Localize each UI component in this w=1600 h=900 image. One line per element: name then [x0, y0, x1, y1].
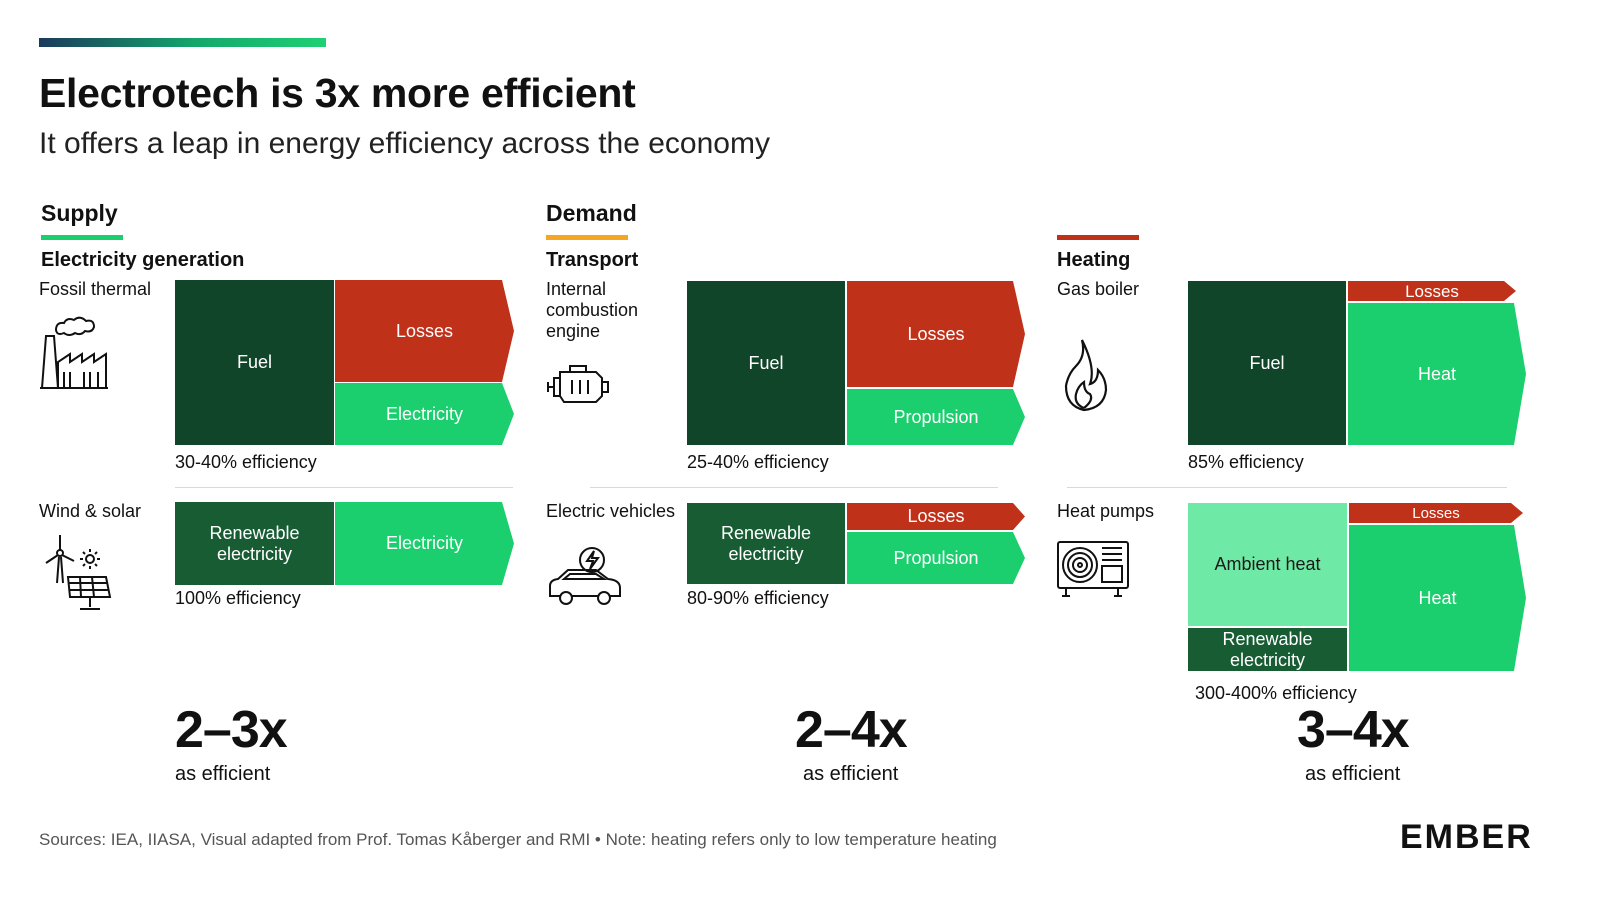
- heating-multiplier: 3–4x: [1297, 701, 1410, 759]
- transport-multiplier-caption: as efficient: [803, 763, 899, 785]
- fossil-efficiency: 30-40% efficiency: [175, 452, 317, 472]
- ice-fuel-block: Fuel: [687, 281, 845, 445]
- heat-pumps-label: Heat pumps: [1057, 501, 1155, 521]
- heating-divider: [1067, 487, 1507, 488]
- heating-subheading: Heating: [1057, 249, 1131, 271]
- page-title: Electrotech is 3x more efficient: [39, 70, 636, 116]
- factory-icon: [40, 316, 108, 389]
- supply-divider: [175, 487, 513, 488]
- ev-propulsion-block: Propulsion: [847, 532, 1025, 584]
- renewable-efficiency: 100% efficiency: [175, 588, 301, 608]
- ev-efficiency: 80-90% efficiency: [687, 588, 829, 608]
- top-accent-bar: [39, 38, 326, 47]
- heatpump-ambient-block: Ambient heat: [1188, 503, 1347, 626]
- heatpump-heat-block: Heat: [1349, 525, 1526, 671]
- gas-boiler-label: Gas boiler: [1057, 279, 1140, 299]
- supply-underline: [41, 235, 123, 240]
- transport-underline: [546, 235, 628, 240]
- heatpump-electricity-block: Renewable electricity: [1188, 628, 1347, 671]
- heating-underline: [1057, 235, 1139, 240]
- supply-subheading: Electricity generation: [41, 249, 245, 271]
- fossil-fuel-block: Fuel: [175, 280, 334, 445]
- boiler-fuel-block: Fuel: [1188, 281, 1346, 445]
- ice-losses-block: Losses: [847, 281, 1025, 387]
- heating-multiplier-caption: as efficient: [1305, 763, 1401, 785]
- supply-multiplier: 2–3x: [175, 701, 288, 759]
- transport-divider: [590, 487, 998, 488]
- engine-icon: [547, 365, 609, 403]
- fossil-losses-block: Losses: [335, 280, 514, 382]
- demand-heading: Demand: [546, 200, 637, 226]
- ice-label: Internal combustion engine: [546, 279, 639, 341]
- ev-input-block: Renewable electricity: [687, 503, 845, 584]
- boiler-efficiency: 85% efficiency: [1188, 452, 1304, 472]
- boiler-losses-block: Losses: [1348, 281, 1516, 301]
- transport-subheading: Transport: [546, 249, 639, 271]
- supply-heading: Supply: [41, 200, 118, 226]
- renewable-input-block: Renewable electricity: [175, 502, 334, 585]
- boiler-heat-block: Heat: [1348, 303, 1526, 445]
- page-subtitle: It offers a leap in energy efficiency ac…: [39, 127, 770, 160]
- ice-propulsion-block: Propulsion: [847, 389, 1025, 445]
- ice-efficiency: 25-40% efficiency: [687, 452, 829, 472]
- heatpump-efficiency: 300-400% efficiency: [1195, 683, 1357, 703]
- fossil-electricity-block: Electricity: [335, 383, 514, 445]
- ev-losses-block: Losses: [847, 503, 1025, 530]
- ember-logo: EMBER: [1400, 818, 1533, 856]
- renewable-electricity-block: Electricity: [335, 502, 514, 585]
- electric-car-icon: [549, 547, 621, 605]
- transport-multiplier: 2–4x: [795, 701, 908, 759]
- ev-label: Electric vehicles: [546, 501, 676, 521]
- wind-solar-icon: [45, 535, 112, 610]
- heatpump-losses-block: Losses: [1349, 503, 1523, 523]
- sources-note: Sources: IEA, IIASA, Visual adapted from…: [39, 830, 997, 849]
- flame-icon: [1064, 339, 1108, 412]
- heat-pump-icon: [1057, 541, 1129, 597]
- wind-solar-label: Wind & solar: [39, 501, 142, 521]
- fossil-thermal-label: Fossil thermal: [39, 279, 152, 299]
- supply-multiplier-caption: as efficient: [175, 763, 271, 785]
